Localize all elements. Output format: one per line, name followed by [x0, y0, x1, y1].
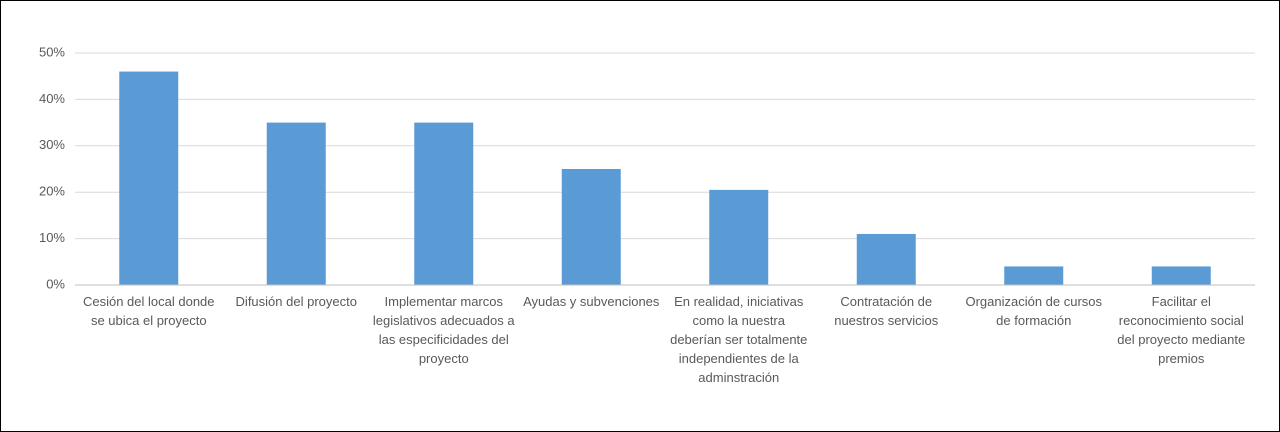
- bar: [119, 71, 179, 285]
- x-tick-label: Difusión del proyecto: [235, 294, 357, 309]
- bar: [709, 189, 769, 285]
- bar: [1004, 266, 1064, 285]
- y-tick-label: 40%: [39, 91, 65, 106]
- y-tick-label: 10%: [39, 230, 65, 245]
- x-tick-label: Facilitar el reconocimiento social del p…: [1117, 294, 1246, 366]
- x-tick-label: Implementar marcos legislativos adecuado…: [372, 294, 515, 366]
- y-tick-label: 30%: [39, 137, 65, 152]
- bar: [1151, 266, 1211, 285]
- bar: [561, 169, 621, 285]
- x-tick-label: En realidad, iniciativas como la nuestra…: [670, 294, 808, 385]
- x-tick-label: Cesión del local donde se ubica el proye…: [82, 294, 215, 328]
- y-tick-label: 50%: [39, 44, 65, 59]
- x-tick-label: Contratación de nuestros servicios: [834, 294, 939, 328]
- y-tick-label: 0%: [46, 276, 65, 291]
- bar: [856, 233, 916, 285]
- y-tick-label: 20%: [39, 184, 65, 199]
- x-tick-label: Organización de cursos de formación: [965, 294, 1103, 328]
- x-tick-label: Ayudas y subvenciones: [523, 294, 660, 309]
- bar: [266, 122, 326, 285]
- bar: [414, 122, 474, 285]
